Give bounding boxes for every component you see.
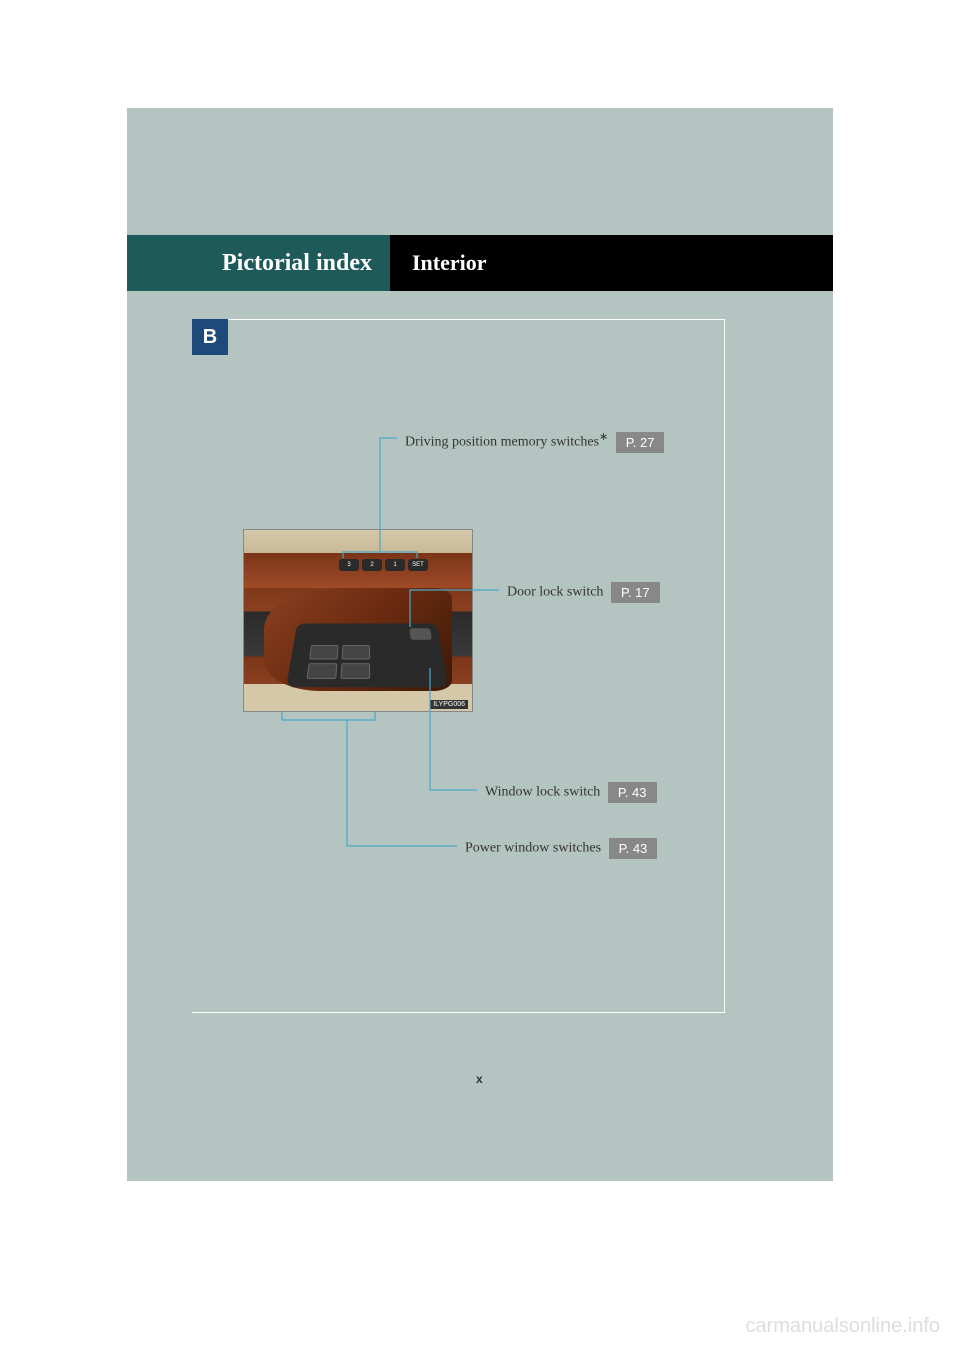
callout-label: Driving position memory switches xyxy=(405,435,599,450)
section-badge: B xyxy=(192,319,228,355)
asterisk: ∗ xyxy=(599,431,608,443)
header-right: Interior xyxy=(390,235,833,291)
window-btn xyxy=(309,645,338,659)
watermark: carmanualsonline.info xyxy=(745,1315,940,1338)
memory-btn-2: 2 xyxy=(362,559,382,571)
memory-btn-set: SET xyxy=(408,559,428,571)
page-number: x xyxy=(476,1072,483,1086)
window-btn xyxy=(307,663,338,679)
header-right-title: Interior xyxy=(412,250,487,276)
callout-label: Door lock switch xyxy=(507,585,603,600)
door-lock-button xyxy=(409,628,432,640)
header-left-title: Pictorial index xyxy=(222,250,372,277)
header-bar: Pictorial index Interior xyxy=(127,235,833,291)
callout-driving-position: Driving position memory switches∗ P. 27 xyxy=(405,430,664,453)
page-ref[interactable]: P. 43 xyxy=(608,782,657,803)
memory-button-row: 3 2 1 SET xyxy=(339,559,428,571)
page-ref[interactable]: P. 17 xyxy=(611,582,660,603)
image-code: ILYPG006 xyxy=(430,700,468,709)
door-panel-image: 3 2 1 SET ILYPG006 xyxy=(243,529,473,712)
header-left: Pictorial index xyxy=(127,235,390,291)
page-ref[interactable]: P. 43 xyxy=(609,838,658,859)
window-btn xyxy=(342,645,370,659)
memory-btn-3: 3 xyxy=(339,559,359,571)
callout-door-lock: Door lock switch P. 17 xyxy=(507,582,660,603)
memory-btn-1: 1 xyxy=(385,559,405,571)
callout-label: Power window switches xyxy=(465,841,601,856)
page-ref[interactable]: P. 27 xyxy=(616,432,665,453)
window-btn xyxy=(340,663,370,679)
callout-power-window: Power window switches P. 43 xyxy=(465,838,657,859)
callout-window-lock: Window lock switch P. 43 xyxy=(485,782,657,803)
window-button-grid xyxy=(307,645,371,679)
callout-label: Window lock switch xyxy=(485,785,600,800)
badge-letter: B xyxy=(203,326,217,349)
switch-panel xyxy=(286,623,448,687)
